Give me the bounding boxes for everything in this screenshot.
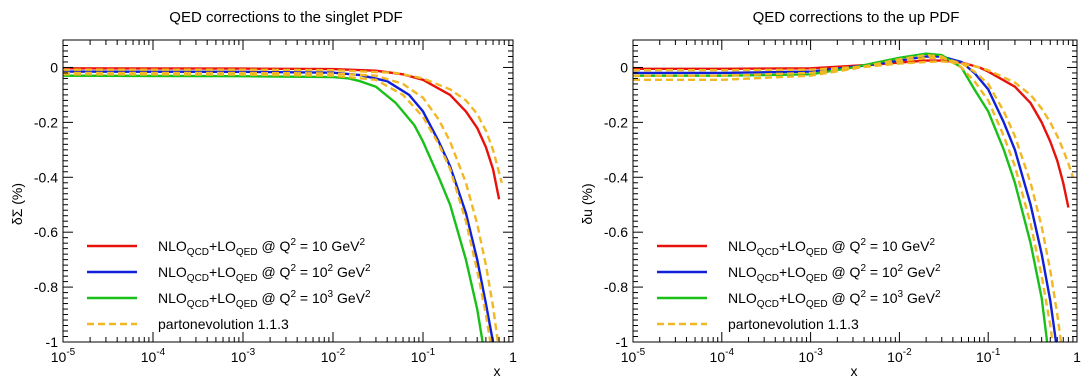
y-tick-label: -1	[46, 334, 59, 350]
series-group	[63, 67, 503, 342]
legend: NLOQCD+LOQED @ Q2 = 10 GeV2 NLOQCD+LOQED …	[657, 237, 941, 332]
x-tick-label: 10-3	[798, 347, 823, 365]
legend-label-pe: partonevolution 1.1.3	[158, 316, 289, 332]
y-axis-label: δΣ (%)	[9, 183, 25, 225]
x-tick-label: 1	[1073, 349, 1081, 365]
legend-label-q1000: NLOQCD+LOQED @ Q2 = 103 GeV2	[158, 289, 371, 310]
y-tick-label: 0	[50, 59, 58, 75]
x-tick-label: 10-2	[321, 347, 346, 365]
chart-panel-singlet: QED corrections to the singlet PDF δΣ (%…	[9, 9, 517, 379]
chart-panel-up: QED corrections to the up PDF δu (%) x 1…	[579, 9, 1081, 379]
plot-frame	[632, 39, 1078, 343]
x-tick-label: 10-4	[141, 347, 166, 365]
x-tick-label: 1	[509, 349, 517, 365]
x-tick-label: 10-1	[411, 347, 436, 365]
series-line-pe1	[633, 60, 1075, 178]
series-line-pe2	[633, 56, 1063, 342]
y-tick-label: -0.8	[34, 279, 58, 295]
x-tick-label: 10-1	[976, 347, 1001, 365]
legend-label-q1000: NLOQCD+LOQED @ Q2 = 103 GeV2	[728, 289, 941, 310]
y-tick-label: -0.4	[604, 169, 628, 185]
y-ticks	[633, 39, 1077, 343]
chart-title: QED corrections to the up PDF	[753, 9, 960, 26]
y-tick-label: -0.8	[604, 279, 628, 295]
series-line-pe1	[63, 68, 503, 184]
y-tick-label: -0.2	[604, 114, 628, 130]
legend-label-q100: NLOQCD+LOQED @ Q2 = 102 GeV2	[158, 263, 371, 284]
legend-label-q10: NLOQCD+LOQED @ Q2 = 10 GeV2	[158, 237, 365, 258]
x-ticks	[62, 40, 514, 342]
y-tick-label: -0.6	[34, 224, 58, 240]
y-axis-label: δu (%)	[579, 183, 595, 224]
y-tick-label: -0.4	[34, 169, 58, 185]
series-line-pe3	[633, 53, 1054, 342]
legend-label-q10: NLOQCD+LOQED @ Q2 = 10 GeV2	[728, 237, 935, 258]
y-tick-label: -1	[616, 334, 629, 350]
x-axis-label: x	[494, 363, 501, 379]
x-axis-label: x	[851, 363, 858, 379]
legend-label-pe: partonevolution 1.1.3	[728, 316, 859, 332]
legend: NLOQCD+LOQED @ Q2 = 10 GeV2 NLOQCD+LOQED …	[87, 237, 371, 332]
series-line-pe2	[63, 71, 500, 342]
y-tick-label: -0.6	[604, 224, 628, 240]
chart-title: QED corrections to the singlet PDF	[169, 9, 402, 26]
plot-frame	[62, 39, 514, 343]
x-tick-label: 10-2	[887, 347, 912, 365]
x-tick-label: 10-4	[710, 347, 735, 365]
series-group	[633, 52, 1075, 342]
x-ticks	[632, 40, 1078, 342]
x-tick-label: 10-5	[51, 347, 76, 365]
series-line-pe3	[63, 73, 492, 342]
y-tick-label: -0.2	[34, 114, 58, 130]
y-tick-label: 0	[620, 59, 628, 75]
x-tick-label: 10-3	[231, 347, 256, 365]
legend-label-q100: NLOQCD+LOQED @ Q2 = 102 GeV2	[728, 263, 941, 284]
series-line-q1000	[63, 74, 484, 342]
y-ticks	[63, 39, 513, 343]
x-tick-label: 10-5	[621, 347, 646, 365]
